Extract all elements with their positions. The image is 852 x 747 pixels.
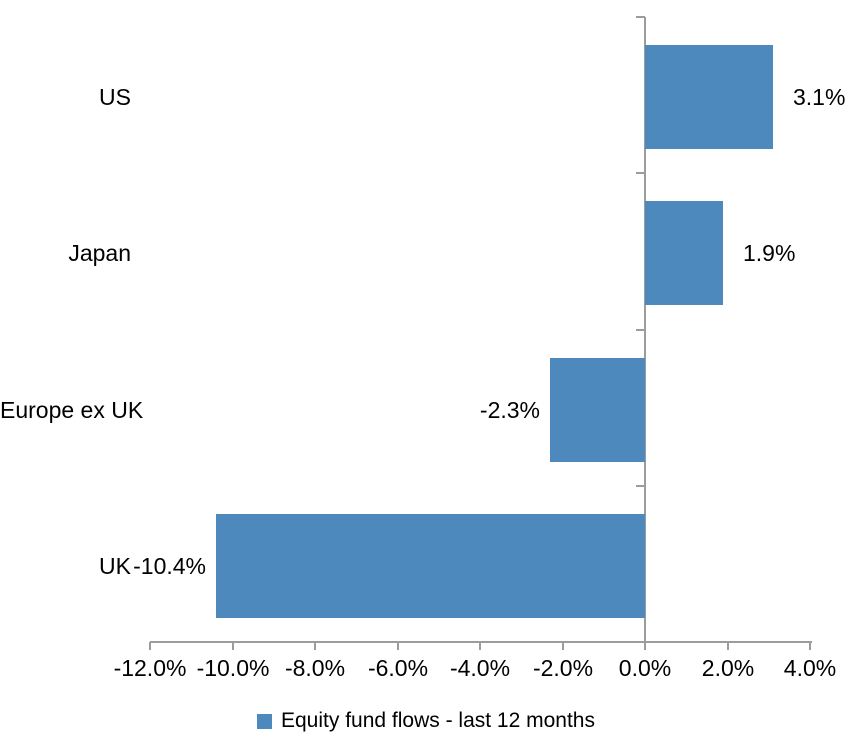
- x-axis-tick: [727, 642, 729, 650]
- legend: Equity fund flows - last 12 months: [0, 705, 852, 737]
- bar-uk: [216, 514, 645, 618]
- bar-europe-ex-uk: [550, 358, 645, 462]
- x-axis-tick-label: 4.0%: [783, 655, 837, 681]
- x-axis-tick-label: 0.0%: [618, 655, 672, 681]
- x-axis-tick: [149, 642, 151, 650]
- x-axis-tick-label: -12.0%: [113, 655, 187, 681]
- x-axis-tick: [809, 642, 811, 650]
- category-label-europe-ex-uk: Europe ex UK: [0, 397, 144, 423]
- x-axis-tick: [397, 642, 399, 650]
- category-label-uk: UK: [99, 553, 131, 579]
- value-label-uk: -10.4%: [133, 553, 206, 579]
- x-axis-tick: [479, 642, 481, 650]
- x-axis-tick: [232, 642, 234, 650]
- category-boundary-tick: [636, 329, 645, 331]
- x-axis-line: [150, 641, 812, 643]
- bar-us: [645, 45, 773, 149]
- legend-label: Equity fund flows - last 12 months: [281, 709, 595, 732]
- legend-marker-icon: [257, 713, 272, 729]
- x-axis-tick: [314, 642, 316, 650]
- value-label-japan: 1.9%: [743, 240, 796, 266]
- category-boundary-tick: [636, 485, 645, 487]
- category-boundary-tick: [636, 641, 645, 643]
- category-boundary-tick: [636, 16, 645, 18]
- category-label-japan: Japan: [68, 240, 131, 266]
- x-axis-tick-label: -8.0%: [284, 655, 346, 681]
- bar-japan: [645, 201, 723, 305]
- value-label-us: 3.1%: [793, 84, 846, 110]
- x-axis-tick-label: -4.0%: [449, 655, 511, 681]
- x-axis-tick-label: -2.0%: [532, 655, 594, 681]
- category-boundary-tick: [636, 172, 645, 174]
- x-axis-tick-label: 2.0%: [701, 655, 755, 681]
- zero-axis-line: [644, 17, 646, 650]
- x-axis-tick-label: -10.0%: [196, 655, 270, 681]
- category-label-us: US: [99, 84, 131, 110]
- x-axis-tick-label: -6.0%: [367, 655, 429, 681]
- x-axis-tick: [562, 642, 564, 650]
- value-label-europe-ex-uk: -2.3%: [479, 397, 540, 423]
